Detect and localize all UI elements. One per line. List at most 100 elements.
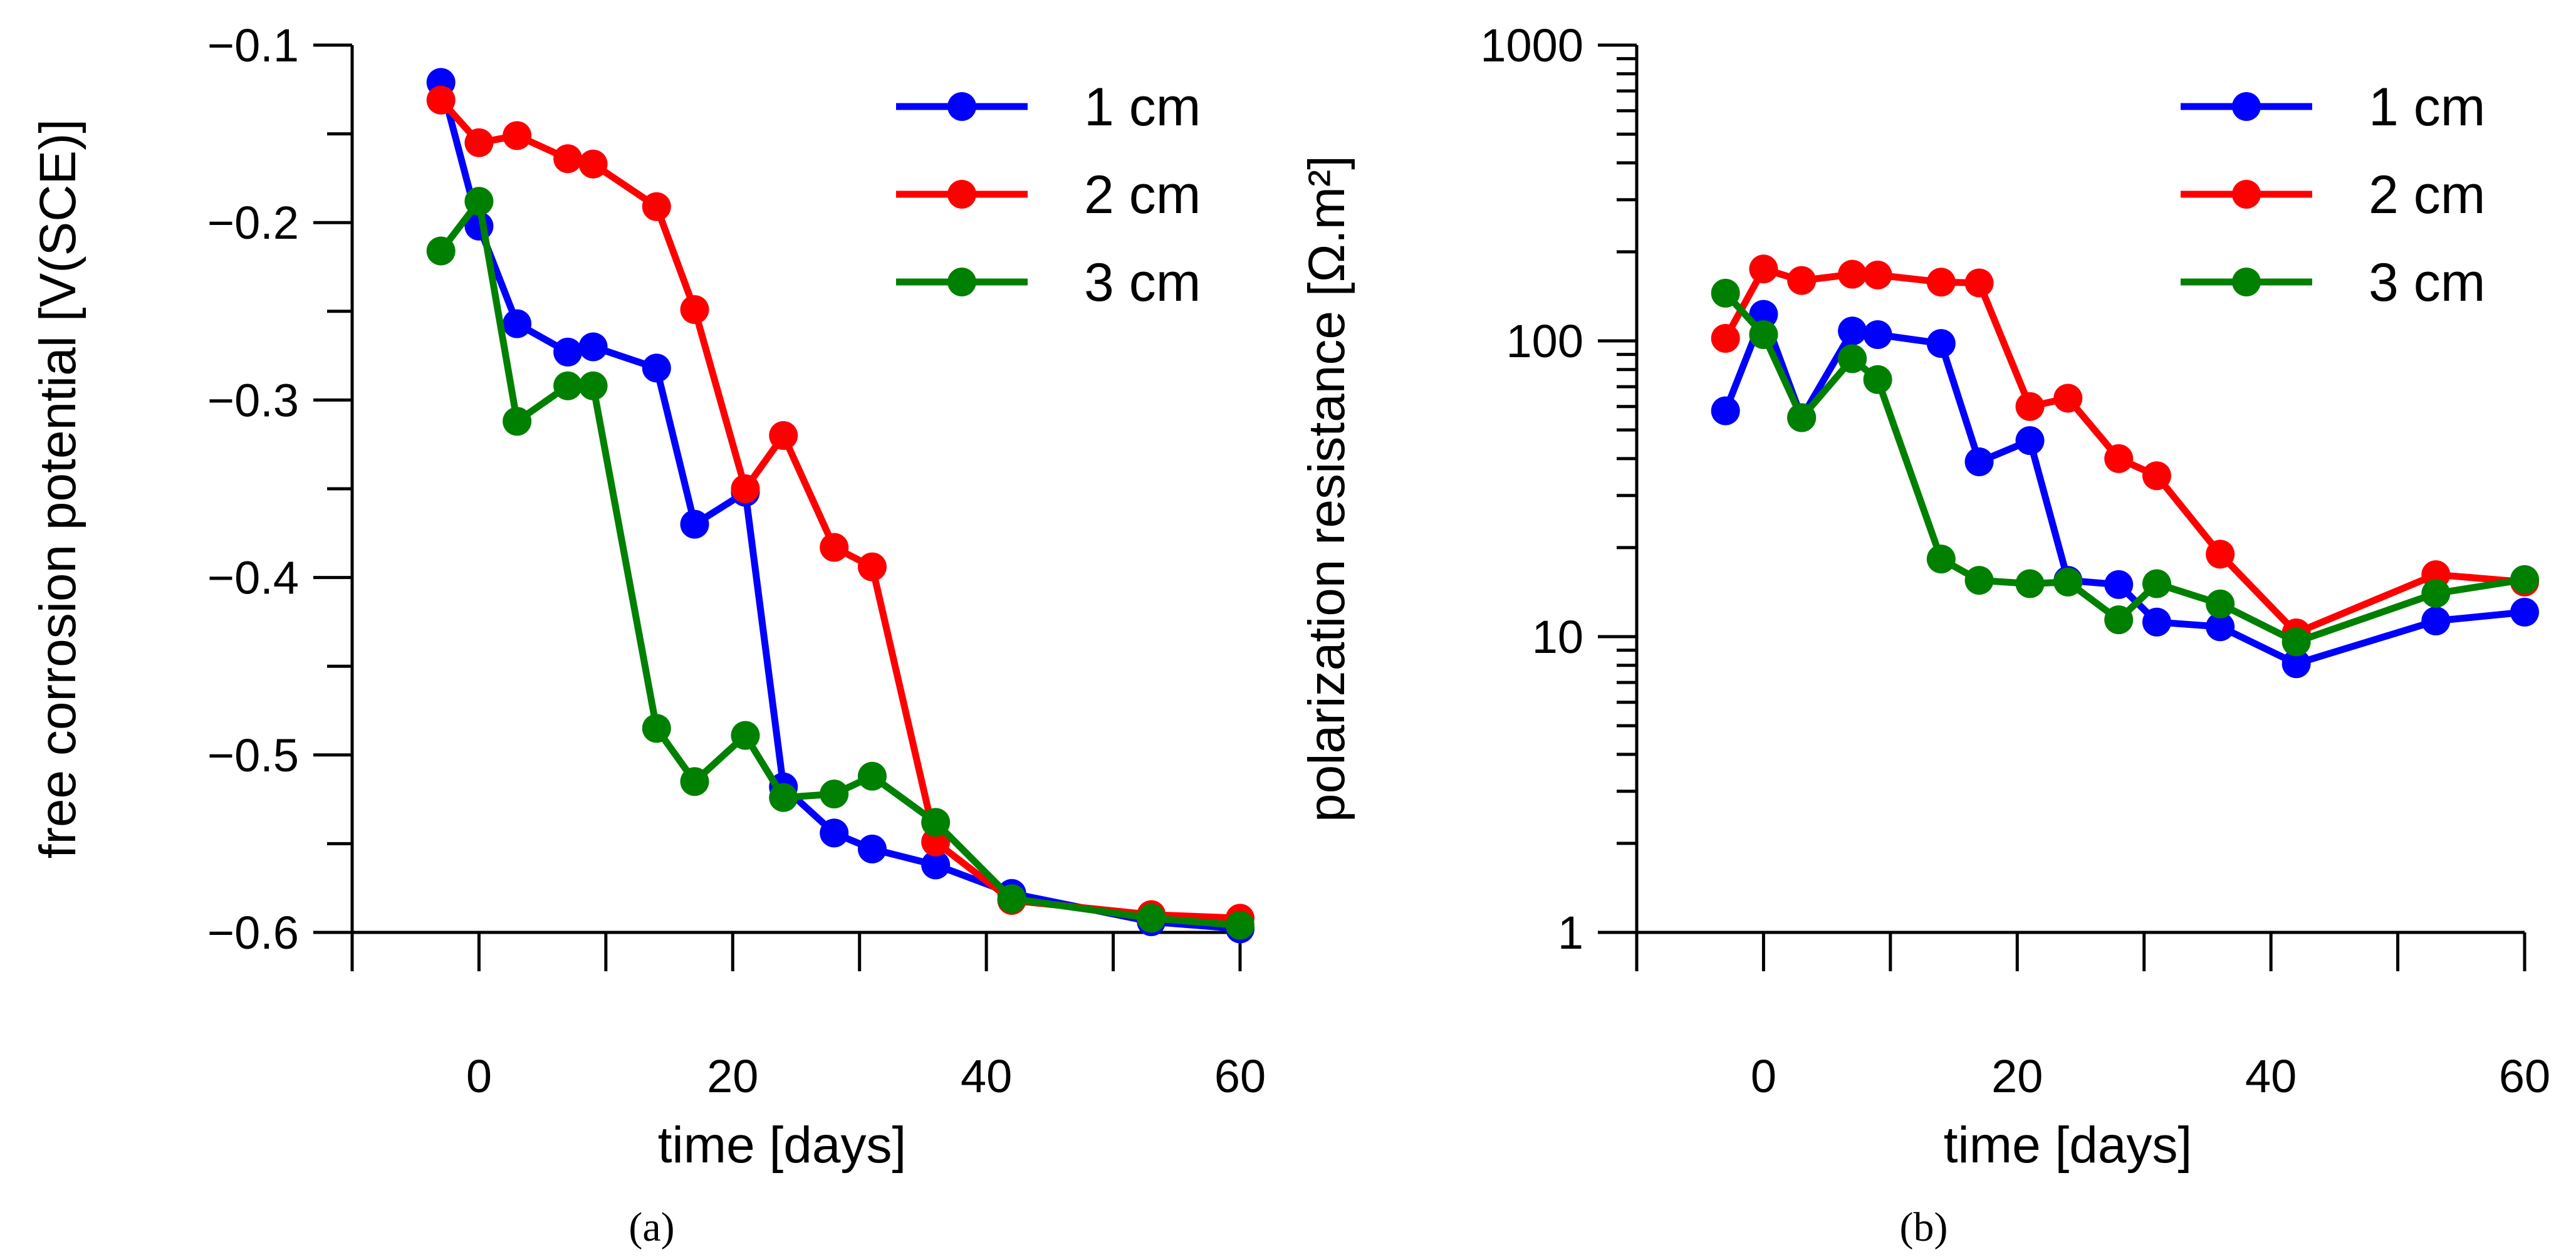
data-point	[1749, 254, 1778, 284]
data-point	[1964, 268, 1994, 298]
legend: 1 cm 2 cm 3 cm	[2181, 77, 2485, 313]
y-tick-label: −0.6	[207, 907, 299, 959]
legend-label: 3 cm	[2369, 253, 2485, 313]
legend-label: 1 cm	[2369, 77, 2485, 137]
data-point	[2015, 392, 2045, 421]
y-tick-label: −0.3	[207, 374, 299, 426]
data-point	[642, 353, 671, 383]
legend-swatch-marker	[947, 92, 976, 121]
panel-label: (b)	[1900, 1204, 1948, 1250]
legend-label: 1 cm	[1084, 77, 1201, 137]
data-point	[1863, 365, 1892, 394]
data-point	[1838, 344, 1867, 373]
data-point	[1863, 260, 1892, 289]
data-point	[503, 407, 532, 436]
data-point	[2281, 627, 2311, 657]
data-point	[464, 187, 494, 216]
y-axis-title: polarization resistance [Ω.m²]	[1298, 155, 1355, 822]
y-tick-label: −0.2	[207, 197, 299, 249]
y-tick-label: 10	[1532, 611, 1583, 663]
y-tick-label: 1	[1558, 907, 1583, 959]
y-tick-label: −0.1	[207, 19, 299, 71]
data-point	[1787, 403, 1817, 432]
data-point	[2104, 444, 2134, 473]
x-tick-label: 40	[2245, 1050, 2297, 1102]
data-point	[2206, 540, 2235, 569]
data-point	[921, 850, 951, 880]
legend-swatch-marker	[2232, 180, 2261, 209]
data-point	[1926, 545, 1956, 574]
data-point	[464, 128, 494, 157]
data-point	[578, 371, 608, 400]
data-point	[769, 421, 798, 451]
data-point	[1926, 329, 1956, 358]
y-tick-label: 1000	[1480, 19, 1583, 71]
data-point	[820, 818, 849, 848]
data-point	[426, 236, 456, 266]
data-point	[1749, 320, 1778, 349]
data-point	[503, 121, 532, 150]
data-point	[642, 714, 671, 743]
x-tick-label: 20	[1991, 1050, 2043, 1102]
data-point	[2015, 426, 2045, 456]
data-point	[1838, 316, 1867, 346]
x-tick-label: 40	[961, 1050, 1012, 1102]
data-point	[578, 332, 608, 362]
data-point	[997, 884, 1026, 914]
y-tick-label: 100	[1506, 315, 1583, 367]
x-tick-label: 60	[2499, 1050, 2550, 1102]
data-point	[1964, 447, 1994, 477]
legend-label: 2 cm	[2369, 165, 2485, 225]
data-point	[921, 808, 951, 837]
data-point	[857, 761, 887, 791]
data-point	[2142, 461, 2171, 491]
data-point	[731, 474, 760, 503]
data-point	[1787, 266, 1817, 295]
x-tick-label: 60	[1214, 1050, 1266, 1102]
data-point	[578, 149, 608, 179]
data-point	[2510, 597, 2539, 627]
data-point	[857, 834, 887, 863]
data-point	[1838, 259, 1867, 289]
legend-swatch-marker	[2232, 92, 2261, 121]
x-tick-label: 20	[707, 1050, 758, 1102]
data-point	[2421, 579, 2451, 608]
x-axis-title: time [days]	[1944, 1117, 2192, 1174]
data-point	[1711, 323, 1740, 353]
legend-label: 2 cm	[1084, 165, 1201, 225]
y-tick-label: −0.4	[207, 552, 299, 604]
data-point	[857, 552, 887, 582]
legend-swatch-marker	[947, 180, 976, 209]
data-point	[2281, 649, 2311, 679]
data-point	[1226, 910, 1254, 940]
data-point	[1137, 904, 1166, 933]
data-point	[820, 780, 849, 809]
data-point	[2053, 383, 2083, 413]
data-point	[2015, 569, 2045, 598]
data-point	[426, 85, 456, 115]
data-point	[2421, 606, 2451, 635]
data-point	[642, 192, 671, 221]
chart-panel-a: 0 20 40 60 −0.6 −0.5 −0.4 −0.3 −0.2 −0.1 time [da…	[29, 19, 1266, 1250]
x-tick-label: 0	[466, 1050, 492, 1102]
data-point	[2510, 565, 2539, 594]
x-tick-label: 0	[1751, 1050, 1776, 1102]
legend-label: 3 cm	[1084, 253, 1201, 313]
data-point	[680, 295, 709, 324]
data-point	[2104, 605, 2134, 635]
y-tick-label: −0.5	[207, 729, 299, 781]
legend-swatch-marker	[947, 268, 976, 296]
data-point	[2206, 612, 2235, 642]
data-point	[820, 533, 849, 562]
data-point	[1711, 278, 1740, 308]
data-point	[769, 783, 798, 812]
data-point	[2206, 589, 2235, 618]
data-point	[2142, 607, 2171, 637]
data-point	[503, 309, 532, 338]
data-point	[1863, 320, 1892, 349]
data-point	[553, 144, 583, 174]
data-point	[553, 371, 583, 400]
data-point	[1749, 300, 1778, 329]
data-point	[731, 721, 760, 750]
